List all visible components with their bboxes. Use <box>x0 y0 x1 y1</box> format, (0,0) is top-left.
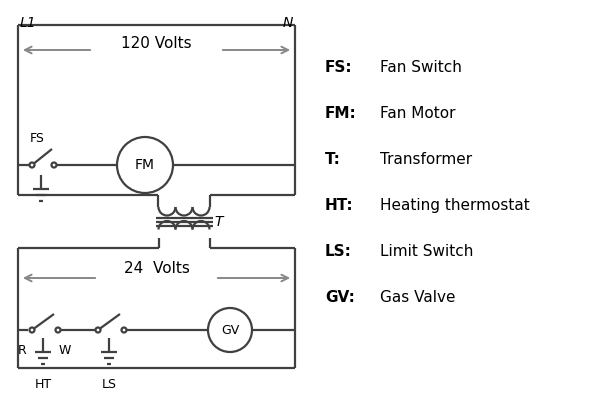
Text: Gas Valve: Gas Valve <box>380 290 455 305</box>
Text: FS:: FS: <box>325 60 353 75</box>
Text: LS: LS <box>101 378 116 391</box>
Text: FM: FM <box>135 158 155 172</box>
Text: Fan Switch: Fan Switch <box>380 60 462 75</box>
Text: Transformer: Transformer <box>380 152 472 167</box>
Text: LS:: LS: <box>325 244 352 259</box>
Text: W: W <box>59 344 71 357</box>
Text: Limit Switch: Limit Switch <box>380 244 473 259</box>
Text: HT: HT <box>34 378 51 391</box>
Text: GV: GV <box>221 324 239 336</box>
Text: HT:: HT: <box>325 198 353 213</box>
Text: Fan Motor: Fan Motor <box>380 106 455 121</box>
Circle shape <box>51 162 57 168</box>
Text: T:: T: <box>325 152 341 167</box>
Circle shape <box>30 328 34 332</box>
Text: T: T <box>215 214 223 228</box>
Circle shape <box>96 328 100 332</box>
Text: 120 Volts: 120 Volts <box>121 36 192 52</box>
Text: GV:: GV: <box>325 290 355 305</box>
Circle shape <box>30 162 34 168</box>
Text: R: R <box>18 344 27 357</box>
Text: 24  Volts: 24 Volts <box>123 261 189 276</box>
Text: L1: L1 <box>20 16 37 30</box>
Text: N: N <box>283 16 293 30</box>
Circle shape <box>117 137 173 193</box>
Text: Heating thermostat: Heating thermostat <box>380 198 530 213</box>
Text: FM:: FM: <box>325 106 357 121</box>
Circle shape <box>55 328 61 332</box>
Circle shape <box>122 328 126 332</box>
Circle shape <box>208 308 252 352</box>
Text: FS: FS <box>30 132 45 145</box>
